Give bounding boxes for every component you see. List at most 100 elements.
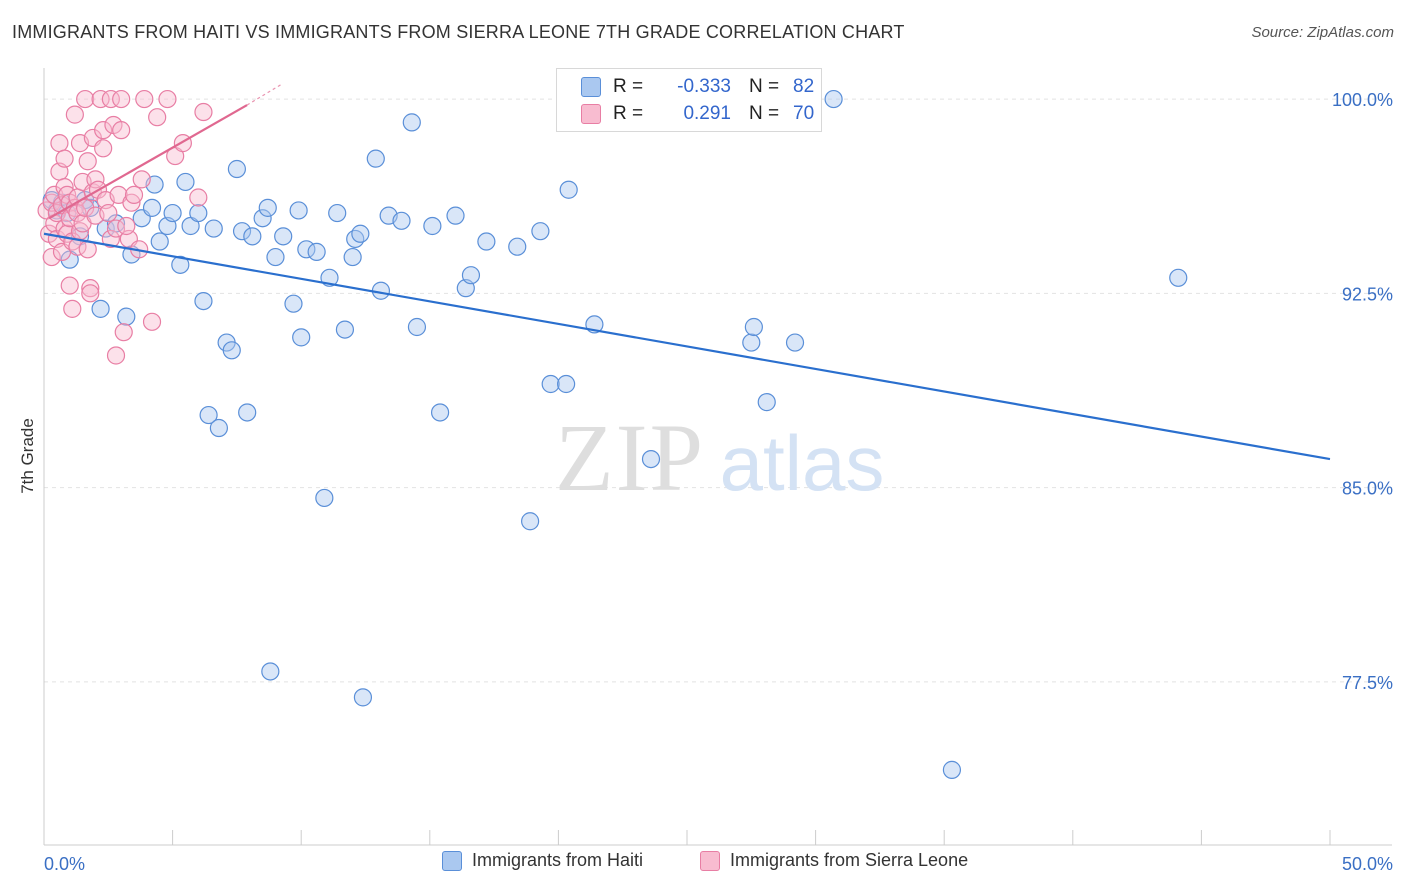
watermark-atlas: atlas: [720, 419, 885, 507]
sierra-leone-point: [65, 105, 84, 124]
sierra-leone-point: [124, 185, 144, 205]
y-tick-label: 92.5%: [1342, 284, 1393, 304]
haiti-point: [335, 320, 355, 339]
haiti-point: [757, 393, 776, 412]
sierra-leone-point: [189, 188, 208, 207]
haiti-point: [942, 760, 962, 779]
haiti-point: [266, 247, 285, 267]
sierra-leone-point: [68, 237, 87, 256]
legend-haiti-label: Immigrants from Haiti: [472, 850, 644, 870]
haiti-point: [557, 374, 576, 394]
sierra-leone-point: [101, 89, 120, 109]
sierra-leone-point: [76, 89, 95, 109]
legend-item-haiti: Immigrants from Haiti: [442, 850, 643, 871]
sierra-leone-point: [112, 89, 131, 109]
haiti-point: [461, 266, 481, 285]
correlation-stats-box: R = -0.333 N = 82 R = 0.291 N = 70: [556, 68, 822, 132]
haiti-point: [289, 201, 308, 220]
haiti-point: [91, 299, 110, 318]
haiti-point: [430, 403, 450, 422]
r-value: 0.291: [683, 103, 731, 124]
haiti-point: [194, 292, 213, 311]
haiti-swatch: [581, 77, 601, 97]
sierra-leone-point: [101, 229, 120, 249]
sierra-leone-point: [63, 299, 82, 318]
sierra-leone-point: [78, 152, 97, 171]
haiti-point: [446, 206, 465, 225]
n-value: 70: [793, 103, 815, 124]
haiti-point: [171, 255, 190, 274]
haiti-point: [258, 198, 277, 217]
haiti-point: [402, 113, 421, 132]
sierra-leone-point: [86, 170, 105, 189]
gridlines: [44, 98, 1392, 683]
x-tick-label: 50.0%: [1342, 854, 1393, 874]
haiti-point: [423, 216, 442, 236]
sierra-leone-trend-line: [48, 104, 248, 220]
sierra-leone-point: [106, 346, 126, 365]
haiti-trend-line: [43, 232, 1331, 461]
watermark: ZIP atlas: [555, 404, 884, 511]
haiti-point: [189, 203, 208, 223]
y-tick-label: 100.0%: [1332, 90, 1393, 110]
legend-item-sierra-leone: Immigrants from Sierra Leone: [700, 850, 968, 871]
haiti-point: [508, 237, 527, 256]
haiti-point: [641, 449, 661, 469]
r-value: -0.333: [677, 76, 731, 97]
haiti-point: [346, 229, 365, 249]
haiti-point: [199, 405, 218, 425]
legend-sierra-leone-swatch: [700, 850, 720, 871]
haiti-point: [297, 240, 316, 259]
legend-haiti-swatch: [442, 850, 462, 871]
haiti-point: [284, 294, 303, 313]
r-label: R =: [613, 103, 644, 124]
haiti-point: [521, 512, 540, 531]
haiti-point: [541, 374, 560, 394]
haiti-point: [204, 219, 223, 238]
sierra-leone-trend-extension: [246, 84, 281, 106]
haiti-point: [328, 203, 347, 223]
sierra-leone-point: [106, 219, 126, 238]
y-axis-label: 7th Grade: [18, 418, 37, 494]
haiti-point: [366, 149, 385, 168]
y-tick-label: 77.5%: [1342, 673, 1393, 693]
chart-title: IMMIGRANTS FROM HAITI VS IMMIGRANTS FROM…: [12, 22, 905, 42]
haiti-point: [163, 203, 182, 223]
sierra-leone-point: [42, 247, 61, 267]
haiti-point: [392, 211, 411, 230]
haiti-point: [261, 662, 280, 681]
legend-sierra-leone-label: Immigrants from Sierra Leone: [730, 850, 969, 870]
haiti-point: [343, 247, 362, 267]
haiti-point: [292, 328, 311, 347]
stats-row-sierra-leone: R = 0.291 N = 70: [581, 101, 814, 127]
haiti-point: [96, 219, 115, 238]
sierra-leone-point: [50, 134, 69, 153]
sierra-leone-point: [81, 284, 100, 303]
tick-labels: 100.0% 92.5% 85.0% 77.5% 0.0% 50.0%: [44, 90, 1393, 874]
sierra-leone-point: [142, 312, 162, 331]
haiti-point: [238, 403, 257, 422]
haiti-point: [142, 198, 162, 217]
haiti-point: [227, 159, 246, 179]
x-tick-label: 0.0%: [44, 854, 85, 874]
haiti-point: [307, 242, 326, 261]
sierra-leone-point: [60, 276, 79, 295]
sierra-leone-point: [55, 149, 74, 168]
haiti-point: [232, 222, 252, 241]
trend-lines: [43, 84, 1331, 461]
sierra-leone-point: [117, 216, 136, 236]
sierra-leone-point: [148, 108, 167, 127]
n-value: 82: [793, 76, 815, 97]
haiti-point: [785, 333, 805, 352]
haiti-point: [531, 222, 550, 241]
haiti-point: [742, 333, 761, 352]
sierra-leone-point: [158, 89, 177, 109]
sierra-leone-point: [112, 121, 131, 140]
haiti-point: [117, 307, 136, 326]
sierra-leone-point: [99, 203, 118, 223]
haiti-point: [353, 688, 373, 707]
stats-row-haiti: R = -0.333 N = 82: [581, 74, 814, 100]
sierra-leone-point: [135, 89, 154, 109]
haiti-point: [209, 418, 228, 438]
sierra-leone-point: [132, 170, 151, 189]
